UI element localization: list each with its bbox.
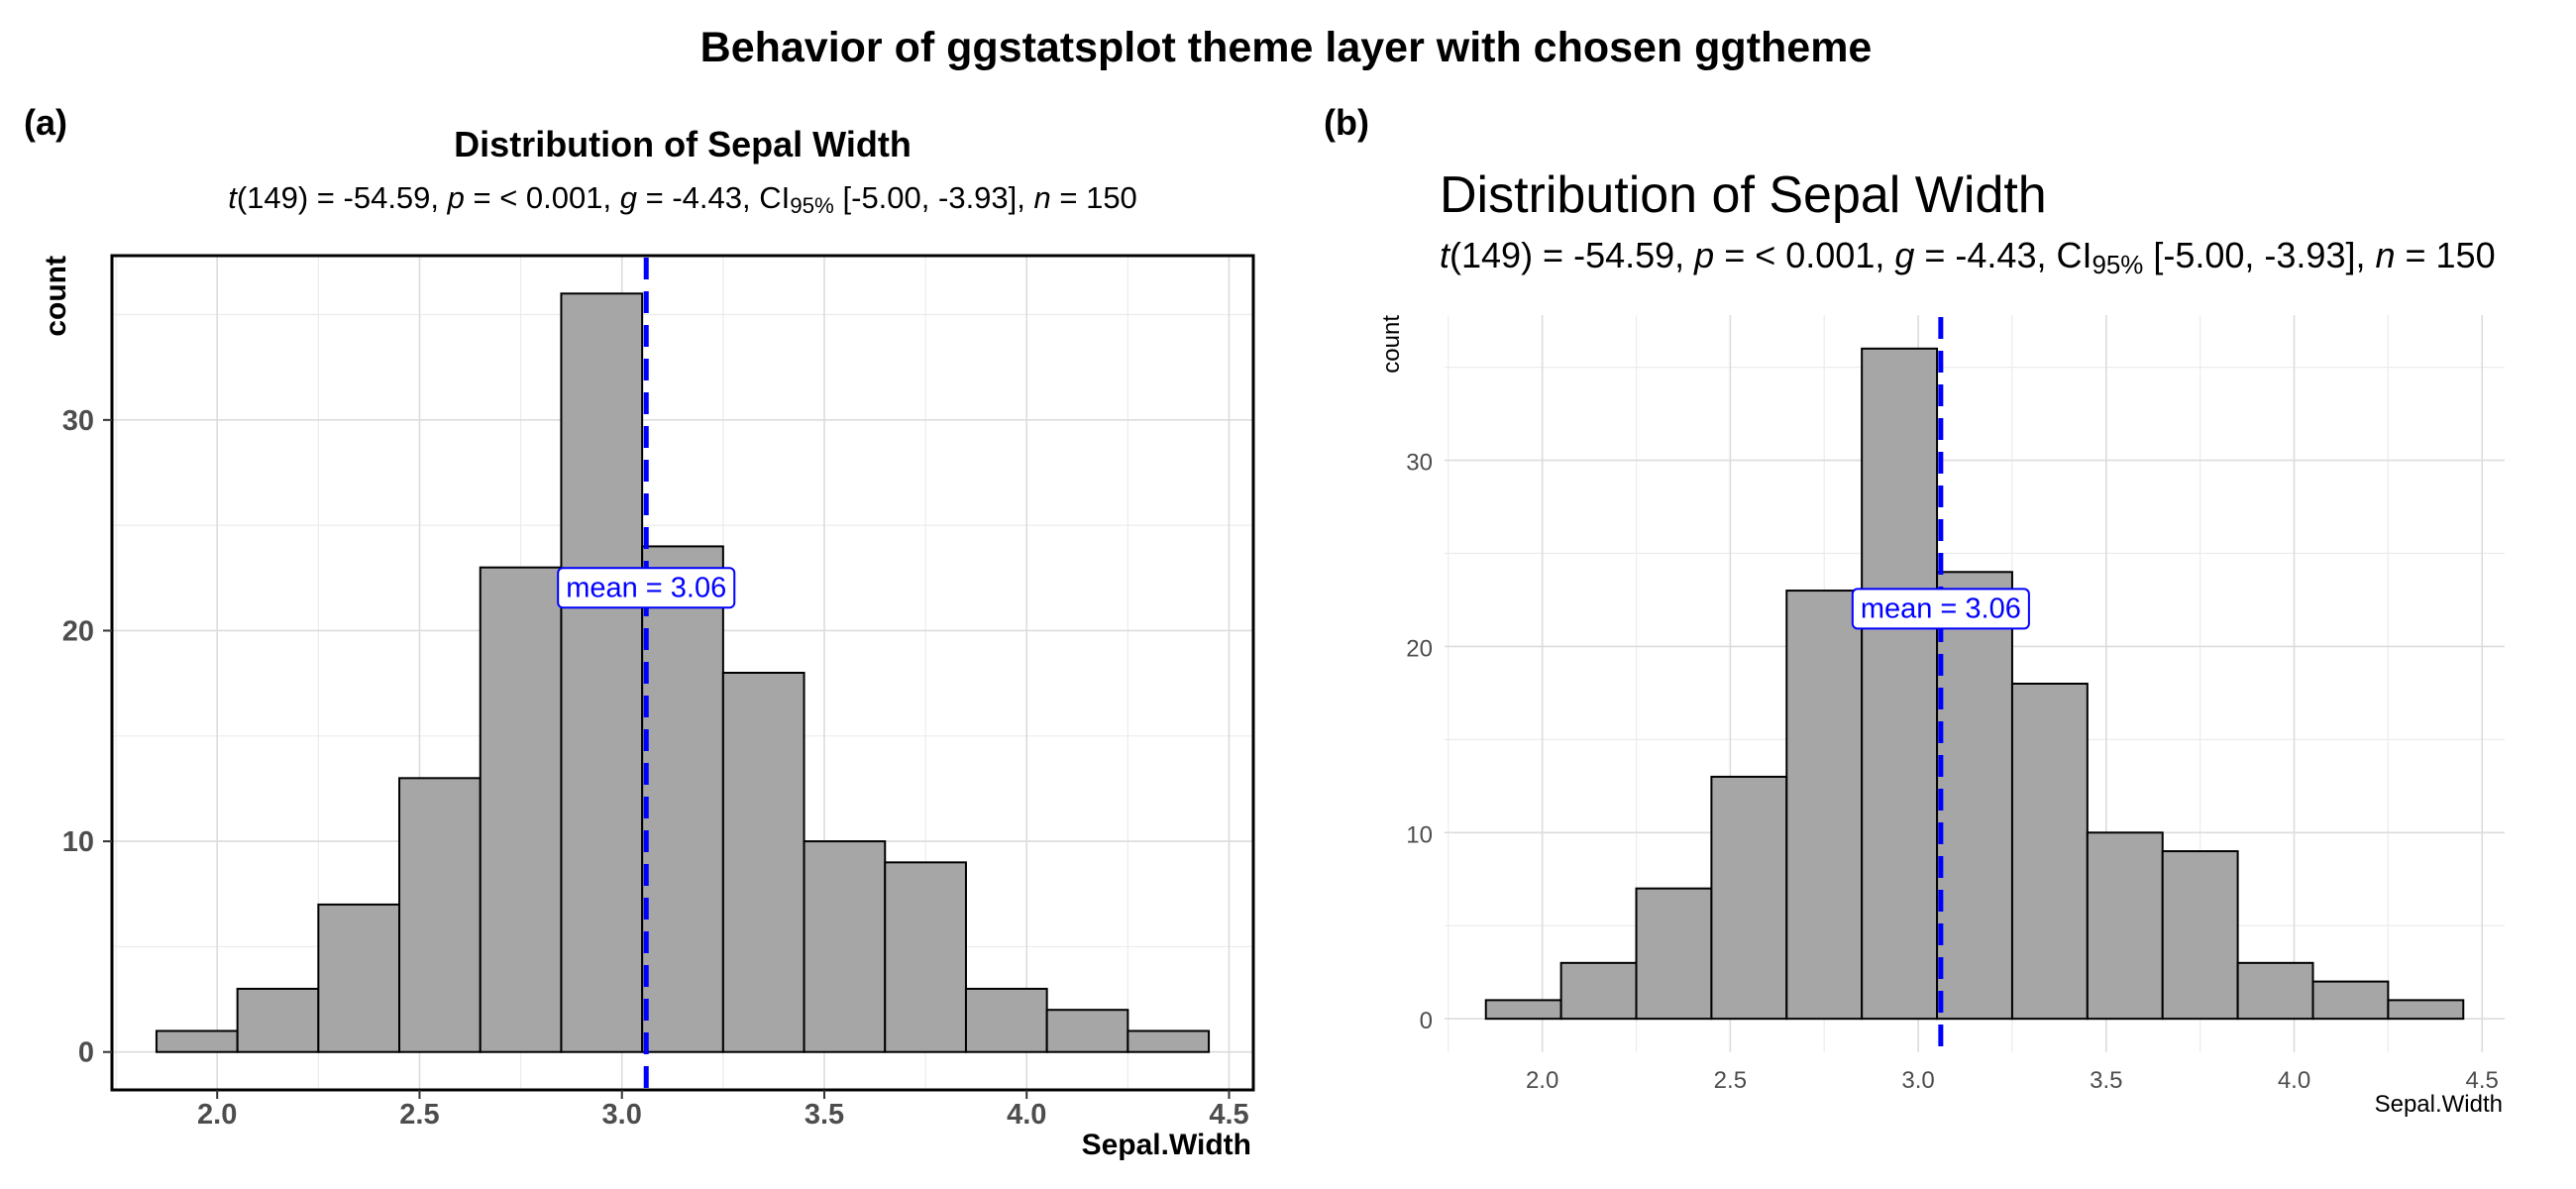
mean-label-value: 3.06 — [1965, 593, 2020, 624]
panel-subtitle: t(149) = -54.59, p = < 0.001, g = -4.43,… — [1440, 235, 2496, 279]
subtitle-ci-rest: [-5.00, -3.93], — [2143, 235, 2375, 275]
mean-label-prefix: mean — [1861, 593, 1933, 624]
histogram-bar — [2387, 999, 2465, 1021]
x-tick-label: 4.5 — [2466, 1067, 2499, 1094]
subtitle-n: n — [1034, 180, 1051, 215]
x-tick-label: 2.5 — [399, 1099, 439, 1131]
panel-tag-b: (b) — [1324, 102, 1369, 143]
histogram-bars — [155, 292, 1211, 1053]
y-tick-label: 10 — [62, 826, 94, 858]
panel-title: Distribution of Sepal Width — [1440, 166, 2047, 224]
x-tick-label: 4.0 — [1007, 1099, 1046, 1131]
mean-label: mean = 3.06 — [557, 567, 736, 609]
x-tick-label: 3.0 — [1901, 1067, 1934, 1094]
histogram-bar — [398, 777, 482, 1053]
mean-label: mean = 3.06 — [1851, 588, 2030, 630]
histogram-bar — [1635, 887, 1713, 1021]
panel-b: Distribution of Sepal Width t(149) = -54.… — [1378, 166, 2505, 1118]
histogram-bar — [1045, 1009, 1129, 1053]
subtitle-p: p — [447, 180, 465, 215]
x-tick-label: 2.5 — [1714, 1067, 1747, 1094]
histogram-bar — [1559, 961, 1638, 1021]
histogram-bar — [560, 292, 644, 1053]
x-tick-label: 2.0 — [1526, 1067, 1558, 1094]
y-axis-label: count — [40, 256, 72, 337]
x-tick-label: 3.0 — [602, 1099, 642, 1131]
histogram-bar — [2311, 980, 2390, 1021]
x-tick-labels: 2.0 2.5 3.0 3.5 4.0 4.5 — [197, 1090, 1249, 1131]
y-tick-label: 20 — [62, 615, 94, 647]
histogram-bar — [721, 672, 805, 1053]
mean-label-text: mean = 3.06 — [566, 572, 726, 603]
x-tick-label: 4.5 — [1209, 1099, 1248, 1131]
panel-title: Distribution of Sepal Width — [454, 124, 912, 164]
histogram-bar — [2161, 850, 2239, 1021]
y-axis-label: count — [1378, 315, 1405, 374]
histogram-bar — [317, 903, 401, 1053]
subtitle-n-rest: = 150 — [2396, 235, 2496, 275]
subtitle-ci-sub: 95% — [790, 193, 834, 218]
histogram-bar — [2236, 961, 2314, 1021]
subtitle-p-rest: = < 0.001, — [465, 180, 620, 215]
mean-label-box — [1851, 588, 2030, 630]
subtitle-t-rest: (149) = -54.59, — [237, 180, 448, 215]
subtitle-n-rest: = 150 — [1051, 180, 1137, 215]
subtitle-ci-sub: 95% — [2092, 252, 2143, 279]
mean-label-text: mean = 3.06 — [1861, 593, 2021, 624]
histogram-bar — [1484, 999, 1562, 1021]
histogram-bars — [1484, 347, 2465, 1021]
panel-a: Distribution of Sepal Width t(149) = -54.… — [40, 124, 1255, 1161]
subtitle-t: t — [228, 180, 238, 215]
histogram-bar — [1785, 590, 1864, 1021]
x-tick-labels: 2.0 2.5 3.0 3.5 4.0 4.5 — [1526, 1067, 2499, 1094]
x-tick-label: 3.5 — [2090, 1067, 2122, 1094]
y-tick-labels: 0 10 20 30 — [1406, 450, 1433, 1035]
x-tick-label: 2.0 — [197, 1099, 237, 1131]
y-tick-label: 0 — [1420, 1008, 1433, 1034]
panel-subtitle: t(149) = -54.59, p = < 0.001, g = -4.43,… — [228, 180, 1137, 218]
x-tick-label: 4.0 — [2278, 1067, 2310, 1094]
histogram-bar — [1127, 1029, 1211, 1053]
mean-label-value: 3.06 — [671, 572, 726, 603]
y-tick-label: 0 — [78, 1037, 94, 1069]
histogram-bar — [884, 861, 967, 1053]
subtitle-g-rest: = -4.43, CI — [637, 180, 790, 215]
histogram-bar — [479, 566, 563, 1053]
subtitle-p: p — [1693, 235, 1714, 275]
histogram-bar — [641, 545, 724, 1053]
histogram-bar — [1936, 571, 2013, 1021]
mean-label-eq: = — [1932, 593, 1965, 624]
subtitle-ci-rest: [-5.00, -3.93], — [834, 180, 1034, 215]
subtitle-t-rest: (149) = -54.59, — [1449, 235, 1694, 275]
histogram-bar — [1861, 347, 1939, 1021]
mean-label-box — [557, 567, 736, 609]
histogram-bar — [2010, 683, 2089, 1021]
x-axis-label: Sepal.Width — [2375, 1091, 2503, 1118]
histogram-bar — [236, 987, 320, 1053]
y-tick-label: 10 — [1406, 821, 1433, 848]
y-tick-label: 30 — [1406, 450, 1433, 477]
histogram-bar — [803, 840, 887, 1053]
y-tick-label: 30 — [62, 405, 94, 437]
subtitle-p-rest: = < 0.001, — [1714, 235, 1894, 275]
subtitle-g: g — [1894, 235, 1914, 275]
histogram-bar — [155, 1029, 239, 1053]
x-axis-label: Sepal.Width — [1082, 1129, 1251, 1161]
y-tick-labels: 0 10 20 30 — [62, 405, 112, 1069]
histogram-bar — [1710, 775, 1788, 1021]
panel-tag-a: (a) — [24, 102, 67, 143]
histogram-bar — [2086, 831, 2164, 1021]
subtitle-g: g — [620, 180, 637, 215]
figure-title: Behavior of ggstatsplot theme layer with… — [700, 24, 1873, 71]
subtitle-t: t — [1440, 235, 1451, 275]
y-tick-label: 20 — [1406, 635, 1433, 662]
histogram-bar — [964, 987, 1048, 1053]
mean-label-prefix: mean — [566, 572, 638, 603]
subtitle-g-rest: = -4.43, CI — [1914, 235, 2092, 275]
x-tick-label: 3.5 — [805, 1099, 844, 1131]
subtitle-n: n — [2375, 235, 2395, 275]
panel-border — [110, 254, 1255, 1092]
mean-label-eq: = — [638, 572, 671, 603]
